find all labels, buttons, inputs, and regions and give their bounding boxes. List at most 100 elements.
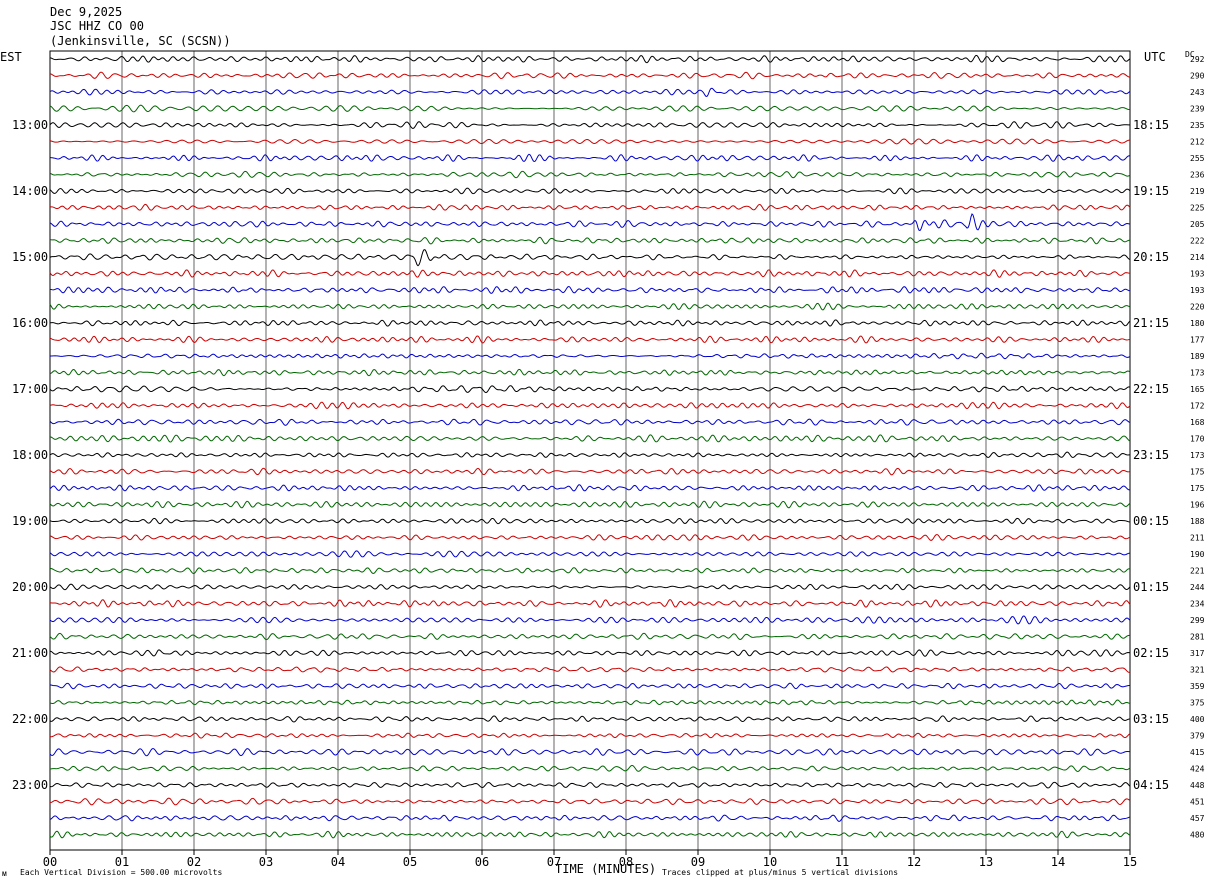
est-hour-label: 21:00: [12, 646, 48, 660]
footer-clip-note: Traces clipped at plus/minus 5 vertical …: [662, 868, 899, 877]
x-tick-label: 08: [619, 855, 633, 869]
trace-line: [49, 682, 1131, 690]
est-hour-label: 19:00: [12, 514, 48, 528]
dc-value-label: 292: [1190, 55, 1205, 64]
est-hour-label: 23:00: [12, 778, 48, 792]
trace-line: [49, 213, 1131, 232]
x-tick-label: 11: [835, 855, 849, 869]
trace-line: [49, 138, 1131, 145]
x-tick-label: 06: [475, 855, 489, 869]
trace-line: [49, 71, 1131, 80]
dc-value-label: 205: [1190, 220, 1205, 229]
dc-value-label: 189: [1190, 352, 1205, 361]
trace-line: [49, 104, 1131, 113]
trace-line: [49, 187, 1131, 195]
dc-value-label: 235: [1190, 121, 1205, 130]
x-tick-label: 04: [331, 855, 345, 869]
header-location: (Jenkinsville, SC (SCSN)): [50, 34, 231, 48]
trace-line: [49, 418, 1131, 426]
utc-hour-label: 04:15: [1133, 778, 1169, 792]
x-tick-label: 10: [763, 855, 777, 869]
left-zone-label: EST: [0, 50, 22, 64]
utc-hour-label: 20:15: [1133, 250, 1169, 264]
x-tick-label: 09: [691, 855, 705, 869]
utc-hour-label: 03:15: [1133, 712, 1169, 726]
footer-scale-note: Each Vertical Division = 500.00 microvol…: [20, 868, 223, 877]
trace-line: [49, 285, 1131, 294]
est-hour-label: 14:00: [12, 184, 48, 198]
trace-line: [49, 830, 1131, 839]
footer-corner-mark: ᴍ: [2, 869, 7, 878]
dc-value-label: 290: [1190, 72, 1205, 81]
trace-line: [49, 269, 1131, 278]
dc-value-label: 222: [1190, 237, 1205, 246]
x-tick-label: 13: [979, 855, 993, 869]
dc-value-label: 188: [1190, 517, 1205, 526]
trace-line: [49, 319, 1131, 327]
dc-value-label: 175: [1190, 484, 1205, 493]
dc-value-label: 359: [1190, 682, 1205, 691]
dc-value-label: 480: [1190, 831, 1205, 840]
x-axis-title: TIME (MINUTES): [555, 862, 657, 876]
dc-value-label: 175: [1190, 468, 1205, 477]
utc-hour-label: 00:15: [1133, 514, 1169, 528]
dc-value-label: 243: [1190, 88, 1205, 97]
x-tick-label: 02: [187, 855, 201, 869]
x-tick-label: 07: [547, 855, 561, 869]
dc-value-label: 451: [1190, 798, 1205, 807]
trace-line: [49, 666, 1131, 673]
trace-line: [49, 203, 1131, 211]
dc-value-label: 212: [1190, 138, 1205, 147]
x-tick-label: 15: [1123, 855, 1137, 869]
dc-value-label: 448: [1190, 781, 1205, 790]
dc-value-label: 220: [1190, 303, 1205, 312]
dc-value-label: 236: [1190, 171, 1205, 180]
dc-value-label: 177: [1190, 336, 1205, 345]
x-tick-label: 00: [43, 855, 57, 869]
trace-line: [49, 583, 1131, 591]
trace-line: [49, 401, 1131, 410]
dc-value-label: 211: [1190, 534, 1205, 543]
utc-hour-label: 23:15: [1133, 448, 1169, 462]
est-hour-label: 16:00: [12, 316, 48, 330]
dc-value-label: 244: [1190, 583, 1205, 592]
dc-value-label: 225: [1190, 204, 1205, 213]
trace-line: [49, 797, 1131, 806]
right-zone-label: UTC: [1144, 50, 1166, 64]
dc-value-label: 173: [1190, 369, 1205, 378]
utc-hour-label: 21:15: [1133, 316, 1169, 330]
trace-line: [49, 732, 1131, 739]
trace-line: [49, 54, 1131, 64]
trace-line: [49, 599, 1131, 608]
trace-line: [49, 467, 1131, 476]
trace-line: [49, 352, 1131, 360]
trace-line: [49, 368, 1131, 377]
trace-line: [49, 781, 1131, 789]
trace-line: [49, 385, 1131, 394]
trace-line: [49, 632, 1131, 641]
dc-value-label: 180: [1190, 319, 1205, 328]
trace-line: [49, 533, 1131, 541]
trace-line: [49, 764, 1131, 772]
trace-line: [49, 249, 1131, 267]
trace-line: [49, 170, 1131, 179]
est-hour-label: 17:00: [12, 382, 48, 396]
dc-value-label: 375: [1190, 699, 1205, 708]
trace-line: [49, 567, 1131, 575]
x-tick-label: 12: [907, 855, 921, 869]
trace-line: [49, 87, 1131, 97]
dc-value-label: 281: [1190, 633, 1205, 642]
x-tick-label: 05: [403, 855, 417, 869]
utc-hour-label: 22:15: [1133, 382, 1169, 396]
dc-value-label: 239: [1190, 105, 1205, 114]
trace-line: [49, 121, 1131, 130]
trace-line: [49, 451, 1130, 459]
est-hour-label: 13:00: [12, 118, 48, 132]
dc-value-label: 219: [1190, 187, 1205, 196]
x-tick-label: 14: [1051, 855, 1065, 869]
dc-value-label: 415: [1190, 748, 1205, 757]
dc-value-label: 193: [1190, 286, 1205, 295]
dc-value-label: 165: [1190, 385, 1205, 394]
dc-value-label: 196: [1190, 501, 1205, 510]
